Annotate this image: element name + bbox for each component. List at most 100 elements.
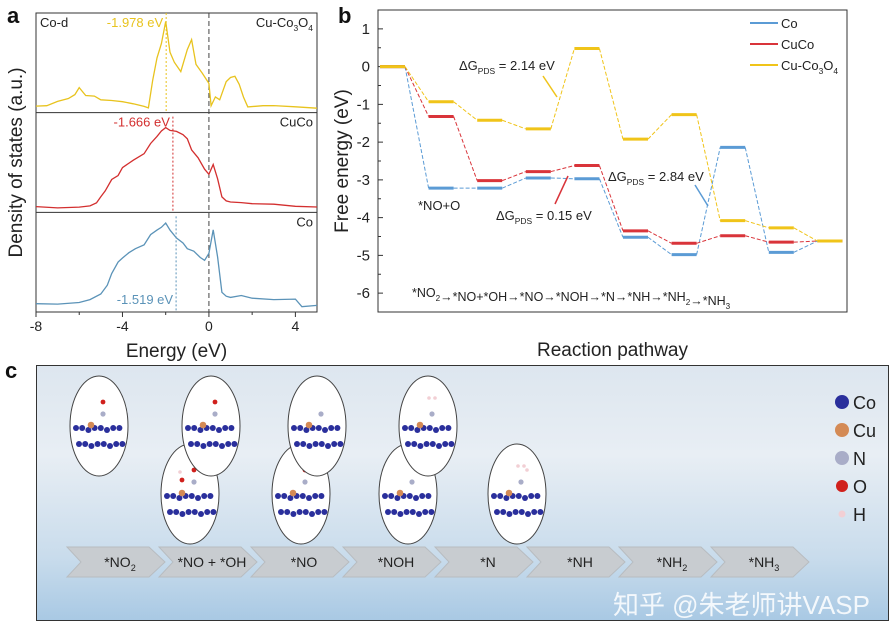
series-label: Co	[296, 214, 313, 229]
co-atom	[445, 425, 452, 431]
co-atom	[281, 493, 288, 499]
step-arrow-shape	[249, 546, 350, 578]
connector-Cu-Co3O4	[647, 114, 672, 140]
co-atom	[113, 441, 120, 447]
co-atom	[337, 441, 344, 447]
co-atom	[306, 443, 313, 449]
co-atom	[537, 509, 544, 515]
legend-atom-label: O	[853, 477, 867, 497]
n-atom	[212, 411, 218, 417]
y-axis-label: Free energy (eV)	[332, 89, 353, 233]
co-atom	[200, 443, 207, 449]
annotation-pds-co-part: PDS	[627, 177, 645, 187]
step-label: *NO + *OH	[178, 554, 247, 570]
annotation-arrow	[694, 184, 709, 207]
cu-atom	[305, 421, 313, 429]
co-atom	[194, 441, 201, 447]
o-atom	[100, 399, 106, 405]
pathway-sequence-part: *NO+*OH	[453, 290, 508, 304]
co-atom	[512, 509, 519, 515]
co-atom	[201, 493, 208, 499]
co-atom	[422, 509, 429, 515]
legend-label-part: Co	[781, 16, 798, 31]
co-atom	[525, 511, 531, 517]
legend-label: Cu-Co3O4	[781, 58, 838, 76]
co-atom	[322, 427, 328, 433]
pathway-sequence-part: *NH	[703, 294, 726, 308]
annotation-pds-cuco: ΔGPDS = 0.15 eV	[496, 208, 592, 226]
co-atom	[306, 495, 312, 501]
co-atom	[104, 427, 110, 433]
co-atom	[436, 443, 442, 449]
co-atom	[428, 509, 435, 515]
legend-atom-icon	[836, 480, 848, 492]
step-label-part: *NOH	[378, 554, 415, 570]
n-atom	[318, 411, 324, 417]
intermediate-structure	[398, 375, 458, 477]
cu-atom	[505, 489, 513, 497]
co-atom	[185, 509, 192, 515]
h-atom	[178, 470, 182, 474]
o-atom	[212, 399, 218, 405]
co-atom	[402, 425, 408, 431]
co-atom	[321, 509, 328, 515]
co-atom	[207, 493, 214, 499]
series-label-part: O	[298, 15, 308, 30]
step-label-part: 3	[774, 563, 779, 573]
co-atom	[534, 493, 541, 499]
co-atom	[278, 509, 284, 515]
annotation-pds-co-part: = 2.84 eV	[644, 169, 704, 184]
h-atom	[525, 468, 529, 472]
co-atom	[191, 509, 198, 515]
connector-Co	[793, 240, 818, 253]
co-atom	[423, 441, 430, 447]
series-label-part: 3	[293, 23, 298, 33]
co-atom	[164, 493, 170, 499]
co-atom	[528, 493, 535, 499]
co-atom	[185, 425, 191, 431]
legend-atom-icon	[838, 510, 846, 518]
co-atom	[284, 509, 291, 515]
co-atom	[300, 441, 307, 447]
connector-CuCo	[647, 230, 672, 244]
co-atom	[176, 495, 183, 501]
pathway-sequence-part: *NO	[412, 286, 436, 300]
pathway-sequence-part: 2	[686, 298, 691, 307]
co-atom	[188, 493, 195, 499]
co-atom	[448, 441, 455, 447]
h-atom	[516, 464, 520, 468]
connector-CuCo	[793, 240, 818, 243]
step-arrow-shape	[65, 546, 166, 578]
co-atom	[195, 495, 201, 501]
co-atom	[429, 441, 436, 447]
d-band-center-label: -1.978 eV	[107, 15, 164, 30]
co-atom	[497, 493, 504, 499]
legend-atom-icon	[835, 423, 849, 437]
annotation-arrow	[542, 75, 558, 98]
x-tick-label: 0	[205, 318, 213, 334]
step-label: *N	[480, 554, 496, 570]
series-label-part: 4	[308, 23, 313, 33]
annotation-pds-co-part: ΔG	[608, 169, 627, 184]
co-atom	[231, 441, 238, 447]
pathway-sequence-part: *NH	[663, 290, 686, 304]
step-arrow: *NH	[525, 546, 626, 578]
connector-Cu-Co3O4	[404, 66, 430, 103]
co-atom	[388, 493, 395, 499]
annotation-pds-cuco-part: PDS	[515, 216, 533, 226]
legend-label-part: 3	[819, 66, 824, 76]
legend-atom-label: Cu	[853, 421, 876, 441]
co-atom	[302, 509, 309, 515]
co-atom	[107, 443, 113, 449]
n-atom	[409, 479, 415, 485]
connector-CuCo	[453, 116, 478, 181]
intermediate-structure	[487, 443, 547, 545]
co-atom	[318, 493, 325, 499]
co-atom	[209, 425, 216, 431]
pathway-sequence-part: →	[507, 290, 520, 304]
pathway-sequence-part: *N	[601, 290, 615, 304]
connector-CuCo	[696, 235, 721, 244]
connector-CuCo	[598, 165, 624, 232]
step-label-part: *NH	[657, 554, 683, 570]
